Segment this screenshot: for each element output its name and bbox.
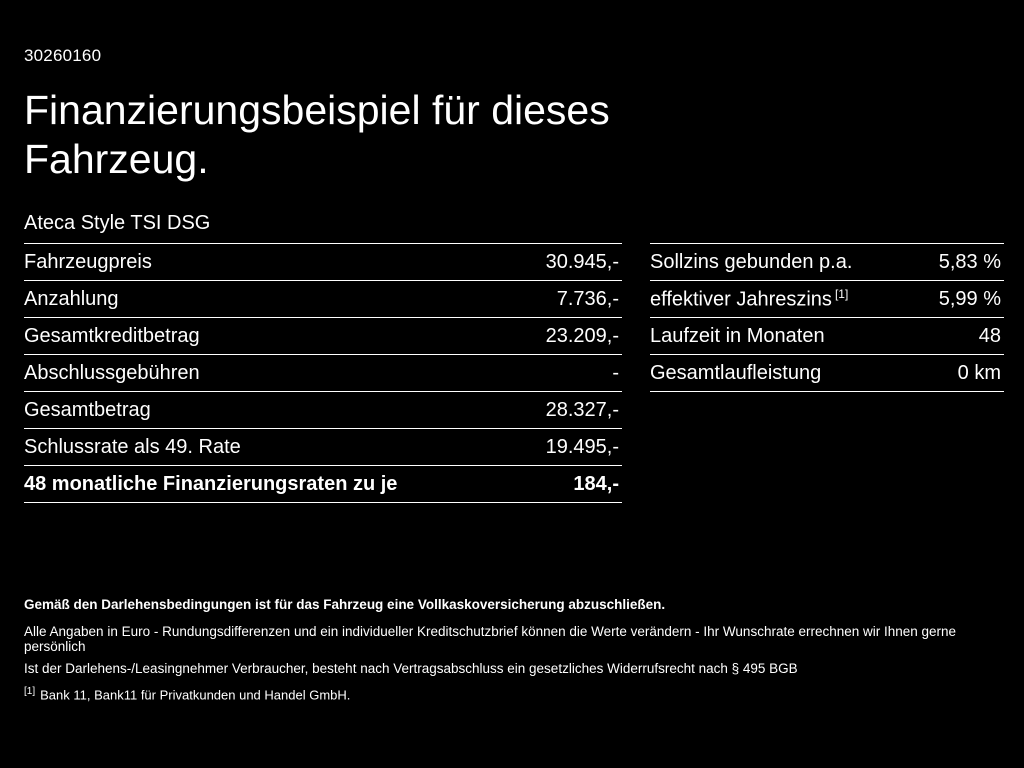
row-label: Sollzins gebunden p.a. [650,250,853,273]
insurance-requirement-note: Gemäß den Darlehensbedingungen ist für d… [24,597,666,612]
disclaimer-line-2: Ist der Darlehens-/Leasingnehmer Verbrau… [24,661,798,676]
page-title: Finanzierungsbeispiel für dieses Fahrzeu… [24,87,610,182]
row-schlussrate: Schlussrate als 49. Rate 19.495,- [24,428,622,465]
vehicle-model-name: Ateca Style TSI DSG [24,212,211,234]
row-value: 5,99 % [938,287,1001,310]
row-label: Fahrzeugpreis [24,250,152,273]
row-label: Gesamtlaufleistung [650,361,822,384]
bank-footnote: [1] Bank 11, Bank11 für Privatkunden und … [24,686,1004,702]
row-label: effektiver Jahreszins [1] [650,287,848,312]
row-monatliche-raten: 48 monatliche Finanzierungsraten zu je 1… [24,465,622,502]
row-value: - [612,361,619,384]
vehicle-id-number: 30260160 [24,46,102,65]
row-label: Abschlussgebühren [24,361,200,384]
row-gesamtbetrag: Gesamtbetrag 28.327,- [24,391,622,428]
row-value: 19.495,- [545,435,619,458]
row-label: Gesamtbetrag [24,398,151,421]
row-label: Anzahlung [24,287,119,310]
row-value: 23.209,- [545,324,619,347]
row-gesamtkreditbetrag: Gesamtkreditbetrag 23.209,- [24,317,622,354]
row-value: 0 km [957,361,1001,384]
row-label: Laufzeit in Monaten [650,324,825,347]
row-value: 28.327,- [545,398,619,421]
row-anzahlung: Anzahlung 7.736,- [24,280,622,317]
footnote-text: Bank 11, Bank11 für Privatkunden und Han… [40,687,351,703]
financing-table-left: Fahrzeugpreis 30.945,- Anzahlung 7.736,-… [24,243,622,503]
row-value: 5,83 % [938,250,1001,273]
row-value: 184,- [573,472,619,495]
row-value: 48 [978,324,1001,347]
legal-footer: Gemäß den Darlehensbedingungen ist für d… [24,597,1004,702]
row-label-text: effektiver Jahreszins [650,288,832,311]
row-abschlussgebuehren: Abschlussgebühren - [24,354,622,391]
row-gesamtlaufleistung: Gesamtlaufleistung 0 km [650,354,1004,391]
row-effektiver-jahreszins: effektiver Jahreszins [1] 5,99 % [650,280,1004,317]
row-laufzeit: Laufzeit in Monaten 48 [650,317,1004,354]
row-value: 30.945,- [545,250,619,273]
row-label: 48 monatliche Finanzierungsraten zu je [24,472,398,495]
row-value: 7.736,- [556,287,619,310]
disclaimer-line-1: Alle Angaben in Euro - Rundungsdifferenz… [24,624,957,654]
footnote-reference: [1] [834,286,849,301]
footnote-marker: [1] [24,686,36,697]
row-label: Schlussrate als 49. Rate [24,435,241,458]
row-sollzins: Sollzins gebunden p.a. 5,83 % [650,243,1004,280]
financing-table-right: Sollzins gebunden p.a. 5,83 % effektiver… [650,243,1004,392]
financing-tables: Fahrzeugpreis 30.945,- Anzahlung 7.736,-… [24,243,1004,503]
row-fahrzeugpreis: Fahrzeugpreis 30.945,- [24,243,622,280]
row-label: Gesamtkreditbetrag [24,324,200,347]
